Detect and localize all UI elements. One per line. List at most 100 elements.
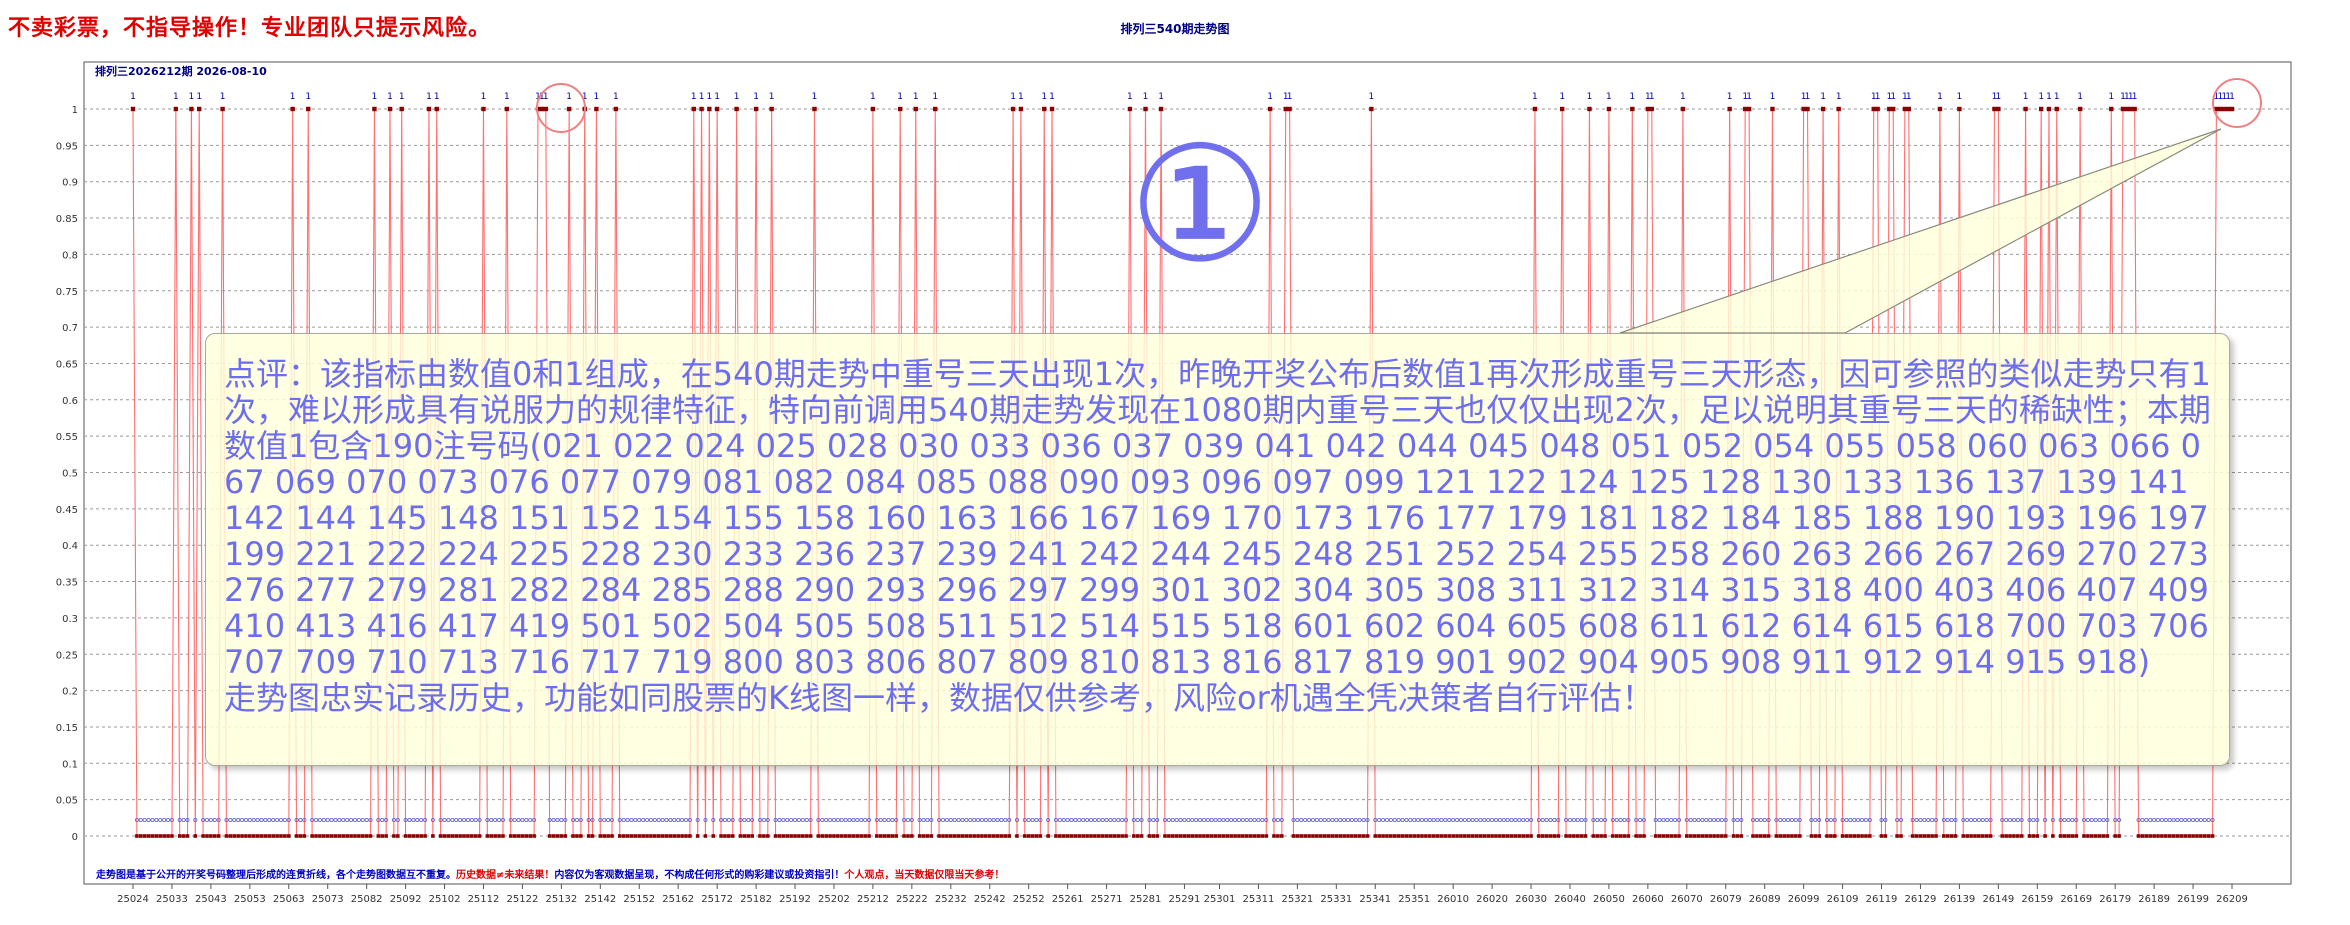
data-point-zero xyxy=(271,834,275,838)
data-point-zero xyxy=(680,834,684,838)
zero-band-marker xyxy=(602,818,607,823)
zero-band-marker xyxy=(1497,818,1502,823)
zero-band-marker xyxy=(1719,818,1724,823)
data-point-zero xyxy=(1447,834,1452,838)
data-point-zero xyxy=(2086,834,2090,838)
data-point-zero xyxy=(1626,834,1631,838)
data-label: 1 xyxy=(2225,92,2231,102)
data-label: 1 xyxy=(1801,92,1807,102)
data-point-zero xyxy=(1813,834,1818,838)
data-label: 1 xyxy=(769,92,775,102)
zero-band-marker xyxy=(1400,818,1405,823)
data-point-zero xyxy=(1529,834,1533,838)
data-label: 1 xyxy=(189,92,195,102)
data-point-zero xyxy=(1431,834,1436,838)
data-label: 1 xyxy=(1532,92,1538,102)
data-point-zero xyxy=(1677,834,1681,838)
zero-band-marker xyxy=(925,818,930,823)
data-point-zero xyxy=(1439,834,1444,838)
zero-band-marker xyxy=(1844,818,1849,823)
data-point-zero xyxy=(1977,834,1981,838)
data-label: 1 xyxy=(2217,92,2223,102)
data-point-zero xyxy=(1848,834,1853,838)
data-point-zero xyxy=(1248,834,1253,838)
data-point-zero xyxy=(1373,834,1378,838)
data-point-zero xyxy=(1026,834,1031,838)
data-label: 1 xyxy=(706,92,712,102)
zero-band-marker xyxy=(1022,818,1027,823)
data-label: 1 xyxy=(2108,92,2114,102)
zero-band-marker xyxy=(995,818,1000,823)
zero-band-marker xyxy=(1423,818,1428,823)
data-point-zero xyxy=(1260,834,1265,838)
zero-band-marker xyxy=(1786,818,1791,823)
zero-band-marker xyxy=(660,818,665,823)
zero-band-marker xyxy=(1310,818,1315,823)
data-point-zero xyxy=(1673,834,1677,838)
zero-band-marker xyxy=(1377,818,1382,823)
data-label: 1 xyxy=(1267,92,1273,102)
zero-band-marker xyxy=(1692,818,1697,823)
data-point-zero xyxy=(1797,834,1802,838)
zero-band-marker xyxy=(621,818,626,823)
x-tick-label: 25182 xyxy=(740,894,772,905)
data-point-zero xyxy=(1365,834,1370,838)
data-point-zero xyxy=(1015,834,1019,838)
data-point-zero xyxy=(298,834,303,838)
zero-band-marker xyxy=(1170,818,1175,823)
zero-band-marker xyxy=(2043,818,2048,823)
zero-band-marker xyxy=(1451,818,1456,823)
zero-band-marker xyxy=(808,818,813,823)
zero-band-marker xyxy=(271,818,276,823)
data-point-one xyxy=(2109,106,2114,112)
data-point-zero xyxy=(2160,834,2164,838)
data-point-zero xyxy=(357,834,361,838)
zero-band-marker xyxy=(1124,818,1129,823)
data-point-one xyxy=(173,106,179,112)
data-point-one xyxy=(1875,106,1880,112)
data-point-zero xyxy=(1163,834,1167,838)
footnote-part-4: 个人观点，当天数据仅限当天参考！ xyxy=(844,870,1005,881)
data-point-zero xyxy=(828,834,832,838)
zero-band-marker xyxy=(329,818,334,823)
zero-band-marker xyxy=(1221,818,1226,823)
data-point-one xyxy=(399,106,404,112)
data-label: 1 xyxy=(1049,92,1055,102)
data-point-zero xyxy=(1653,834,1658,838)
data-label: 1 xyxy=(753,92,759,102)
data-label: 1 xyxy=(699,92,705,102)
data-point-zero xyxy=(649,834,653,838)
data-point-zero xyxy=(205,834,209,838)
data-point-zero xyxy=(1470,834,1475,838)
data-point-one xyxy=(707,106,712,112)
zero-band-marker xyxy=(867,818,872,823)
data-point-zero xyxy=(1085,834,1089,838)
zero-band-marker xyxy=(356,818,361,823)
data-point-zero xyxy=(1591,834,1596,838)
data-point-zero xyxy=(1474,834,1479,838)
data-point-zero xyxy=(1065,834,1070,838)
zero-band-marker xyxy=(1236,818,1241,823)
data-point-zero xyxy=(855,834,860,838)
zero-band-marker xyxy=(458,818,463,823)
data-point-zero xyxy=(201,834,205,838)
data-point-zero xyxy=(1883,834,1888,838)
zero-band-marker xyxy=(625,818,630,823)
zero-band-marker xyxy=(1182,818,1187,823)
data-point-zero xyxy=(142,834,147,838)
zero-band-marker xyxy=(1439,818,1444,823)
zero-band-marker xyxy=(979,818,984,823)
data-point-zero xyxy=(376,834,381,838)
zero-band-marker xyxy=(1739,818,1744,823)
zero-band-marker xyxy=(683,818,688,823)
data-point-zero xyxy=(1315,834,1319,838)
zero-band-marker xyxy=(656,818,661,823)
data-label: 1 xyxy=(1369,92,1375,102)
data-point-zero xyxy=(2144,834,2149,838)
data-label: 1 xyxy=(1287,92,1293,102)
data-point-zero xyxy=(181,834,186,838)
data-point-zero xyxy=(1264,834,1269,838)
zero-band-marker xyxy=(1723,818,1728,823)
data-point-zero xyxy=(1583,834,1588,838)
data-point-zero xyxy=(2136,834,2141,838)
